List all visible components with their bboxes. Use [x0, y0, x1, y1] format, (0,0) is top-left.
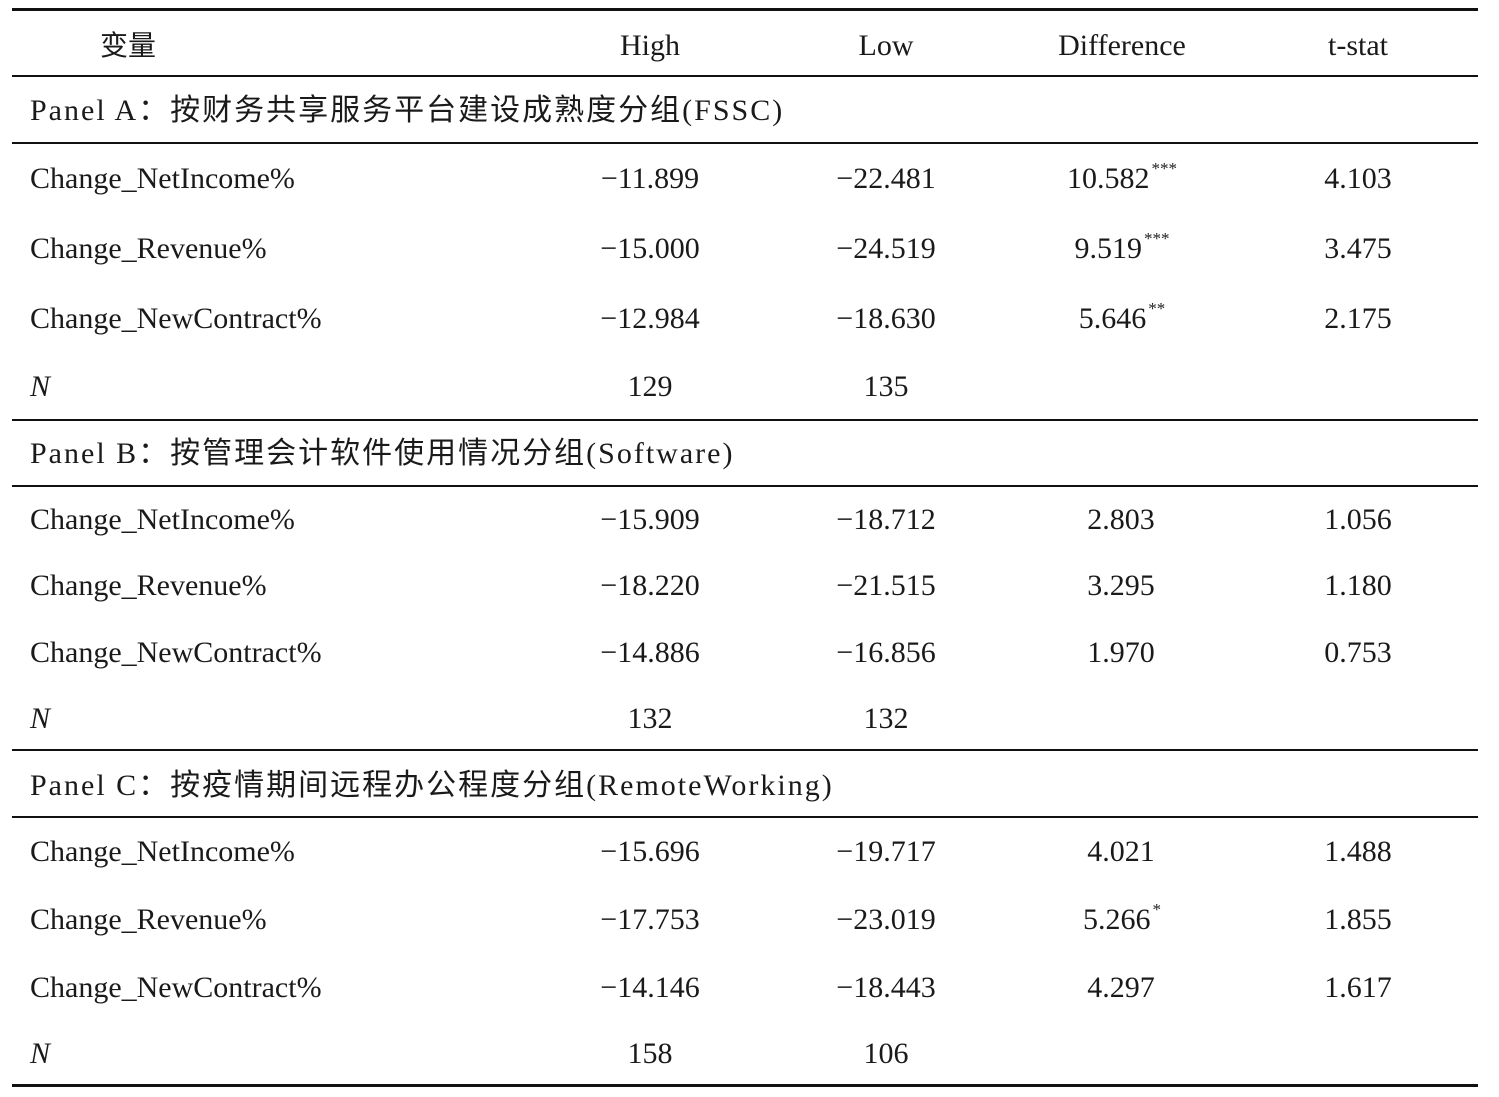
panel-c-title: Panel C：按疫情期间远程办公程度分组(RemoteWorking)	[30, 769, 834, 802]
low-value: −18.712	[836, 503, 936, 536]
tstat-value: 3.475	[1324, 232, 1392, 265]
bottom-rule	[12, 1084, 1478, 1087]
low-value: −24.519	[836, 232, 936, 265]
row-label: Change_NetIncome%	[30, 162, 295, 195]
panel-b-bottom-rule	[12, 749, 1478, 751]
header-low: Low	[858, 29, 914, 62]
n-label: N	[30, 1037, 51, 1070]
panel-b-rule	[12, 485, 1478, 487]
difference-value: 10.582 ***	[1004, 159, 1240, 197]
tstat-value: 1.056	[1324, 503, 1392, 536]
high-value: −11.899	[600, 162, 700, 195]
n-label: N	[30, 702, 51, 735]
row-label: Change_NewContract%	[30, 302, 322, 335]
high-value: −12.984	[600, 302, 700, 335]
row-label: Change_Revenue%	[30, 232, 267, 265]
tstat-value: 1.180	[1324, 569, 1392, 602]
panel-a-rule	[12, 142, 1478, 144]
row-label: Change_Revenue%	[30, 569, 267, 602]
n-low: 132	[863, 702, 909, 735]
low-value: −19.717	[836, 835, 936, 868]
high-value: −14.146	[600, 971, 700, 1004]
difference-number: 4.297	[1087, 971, 1155, 1004]
n-high: 132	[627, 702, 673, 735]
header-rule	[12, 75, 1478, 77]
low-value: −23.019	[836, 903, 936, 936]
row-label: Change_NetIncome%	[30, 503, 295, 536]
panel-b-title: Panel B：按管理会计软件使用情况分组(Software)	[30, 437, 735, 470]
difference-value: 2.803	[1004, 502, 1240, 538]
panel-c-rule	[12, 816, 1478, 818]
header-variable: 变量	[100, 29, 157, 62]
high-value: −15.000	[600, 232, 700, 265]
tstat-value: 1.855	[1324, 903, 1392, 936]
header-difference: Difference	[1058, 29, 1186, 62]
high-value: −15.696	[600, 835, 700, 868]
difference-value: 4.297	[1004, 970, 1240, 1006]
row-label: Change_Revenue%	[30, 903, 267, 936]
difference-number: 3.295	[1087, 569, 1155, 602]
difference-value: 5.266 *	[1004, 900, 1240, 938]
row-label: Change_NetIncome%	[30, 835, 295, 868]
significance-stars: ***	[1144, 229, 1170, 248]
header-high: High	[620, 29, 680, 62]
difference-value: 4.021	[1004, 834, 1240, 870]
top-rule	[12, 8, 1478, 11]
panel-a-bottom-rule	[12, 419, 1478, 421]
difference-number: 1.970	[1087, 636, 1155, 669]
tstat-value: 2.175	[1324, 302, 1392, 335]
high-value: −18.220	[600, 569, 700, 602]
row-label: Change_NewContract%	[30, 636, 322, 669]
n-high: 158	[627, 1037, 673, 1070]
high-value: −15.909	[600, 503, 700, 536]
low-value: −22.481	[836, 162, 936, 195]
n-low: 106	[863, 1037, 909, 1070]
difference-number: 5.266	[1083, 903, 1151, 936]
n-low: 135	[863, 370, 909, 403]
difference-number: 4.021	[1087, 835, 1155, 868]
low-value: −21.515	[836, 569, 936, 602]
difference-value: 3.295	[1004, 568, 1240, 604]
difference-number: 10.582	[1067, 162, 1150, 195]
n-high: 129	[627, 370, 673, 403]
low-value: −16.856	[836, 636, 936, 669]
low-value: −18.443	[836, 971, 936, 1004]
tstat-value: 0.753	[1324, 636, 1392, 669]
high-value: −14.886	[600, 636, 700, 669]
tstat-value: 1.488	[1324, 835, 1392, 868]
difference-value: 5.646 **	[1004, 299, 1240, 337]
tstat-value: 1.617	[1324, 971, 1392, 1004]
difference-value: 1.970	[1004, 635, 1240, 671]
panel-a-title: Panel A：按财务共享服务平台建设成熟度分组(FSSC)	[30, 94, 785, 127]
significance-stars: *	[1152, 900, 1162, 919]
tstat-value: 4.103	[1324, 162, 1392, 195]
header-tstat: t-stat	[1328, 29, 1388, 62]
difference-number: 9.519	[1074, 232, 1143, 265]
high-value: −17.753	[600, 903, 700, 936]
significance-stars: **	[1148, 299, 1166, 318]
difference-value: 9.519 ***	[1004, 229, 1240, 267]
low-value: −18.630	[836, 302, 936, 335]
row-label: Change_NewContract%	[30, 971, 322, 1004]
n-label: N	[30, 370, 51, 403]
significance-stars: ***	[1151, 159, 1178, 178]
difference-number: 2.803	[1087, 503, 1155, 536]
difference-number: 5.646	[1078, 302, 1147, 335]
